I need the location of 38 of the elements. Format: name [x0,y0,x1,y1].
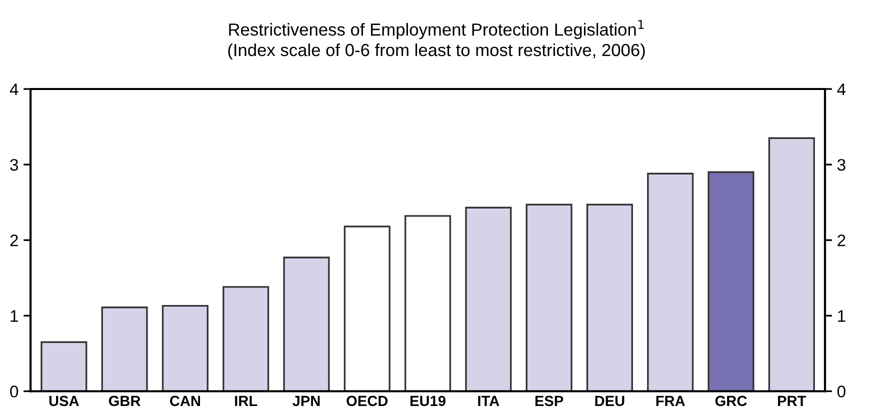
chart-subtitle: (Index scale of 0-6 from least to most restrictive, 2006) [228,43,645,60]
x-tick-label: OECD [346,396,388,406]
y-tick-label: 1 [10,310,18,322]
bar [647,172,694,392]
x-tick-label: DEU [595,396,624,406]
x-tick-label: FRA [656,396,685,406]
bar [465,206,512,392]
bar [404,215,452,392]
bar [162,305,208,392]
bar [344,226,390,392]
x-tick-label: EU19 [410,396,446,406]
x-tick-label: CAN [170,396,200,406]
x-tick-label: GBR [108,396,140,406]
y2-tick-label: 3 [837,158,846,171]
y-tick-label: 2 [10,234,18,246]
bar [586,204,633,392]
x-tick-label: ESP [535,396,564,406]
bar [283,256,330,392]
bar [708,171,754,392]
x-tick-label: PRT [778,396,806,406]
bar [222,286,270,392]
bar [526,204,572,392]
bar [768,137,815,392]
x-tick-label: GRC [715,396,747,406]
y-tick-label: 4 [10,84,18,96]
bar [101,306,148,392]
y2-tick-label: 4 [837,84,846,96]
x-tick-label: JPN [292,396,320,406]
x-tick-label: IRL [235,396,258,406]
x-tick-label: USA [49,396,79,406]
y-tick-label: 0 [10,386,18,398]
y-tick-label: 3 [10,158,18,171]
chart-title: Restrictiveness of Employment Protection Legislation$^{1}$ [229,20,644,40]
y2-tick-label: 0 [837,386,846,398]
x-tick-label: ITA [478,396,500,406]
y2-tick-label: 2 [838,234,846,246]
y2-tick-label: 1 [838,310,846,322]
bar [40,341,88,392]
